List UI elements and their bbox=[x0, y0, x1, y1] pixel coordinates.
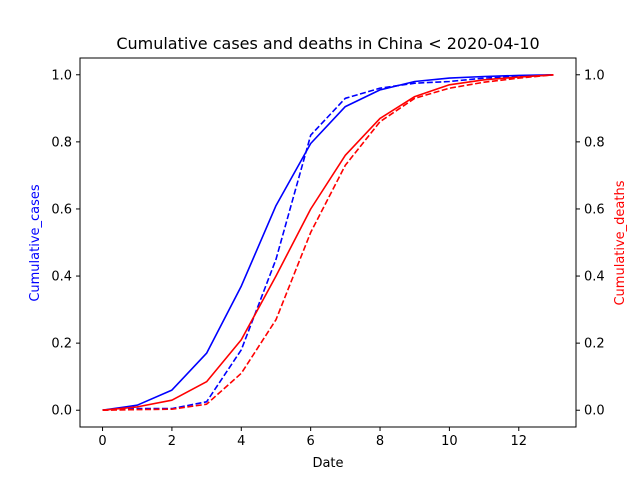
deaths-solid-line bbox=[102, 74, 554, 411]
plot-lines bbox=[102, 74, 554, 411]
chart-title: Cumulative cases and deaths in China < 2… bbox=[116, 34, 539, 53]
cases-solid-line bbox=[102, 74, 554, 411]
y-right-tick-label: 0.2 bbox=[584, 337, 605, 352]
y-right-tick-label: 0.0 bbox=[584, 404, 605, 419]
plot-frame bbox=[79, 57, 577, 428]
x-tick-label: 10 bbox=[441, 434, 458, 449]
x-axis-ticks: 0 2 4 6 8 10 12 bbox=[98, 427, 527, 449]
y-left-tick-label: 0.8 bbox=[51, 135, 72, 150]
y-left-tick-label: 0.0 bbox=[51, 404, 72, 419]
y-right-axis-ticks: 0.0 0.2 0.4 0.6 0.8 1.0 bbox=[576, 68, 605, 419]
y-left-tick-label: 0.2 bbox=[51, 337, 72, 352]
x-axis-label: Date bbox=[312, 456, 343, 471]
deaths-dashed-line bbox=[102, 74, 554, 411]
y-left-axis-ticks: 0.0 0.2 0.4 0.6 0.8 1.0 bbox=[51, 68, 80, 419]
y-right-tick-label: 0.8 bbox=[584, 135, 605, 150]
y-right-tick-label: 0.6 bbox=[584, 202, 605, 217]
y-left-tick-label: 0.6 bbox=[51, 202, 72, 217]
x-tick-label: 12 bbox=[510, 434, 527, 449]
cases-dashed-line bbox=[102, 74, 554, 411]
y-right-tick-label: 1.0 bbox=[584, 68, 605, 83]
x-tick-label: 2 bbox=[168, 434, 176, 449]
y-left-axis-label: Cumulative_cases bbox=[28, 184, 43, 302]
x-tick-label: 0 bbox=[98, 434, 106, 449]
y-right-tick-label: 0.4 bbox=[584, 270, 605, 285]
y-right-axis-label: Cumulative_deaths bbox=[613, 180, 628, 305]
x-tick-label: 4 bbox=[237, 434, 245, 449]
y-left-tick-label: 1.0 bbox=[51, 68, 72, 83]
y-left-tick-label: 0.4 bbox=[51, 270, 72, 285]
x-tick-label: 8 bbox=[376, 434, 384, 449]
x-tick-label: 6 bbox=[307, 434, 315, 449]
